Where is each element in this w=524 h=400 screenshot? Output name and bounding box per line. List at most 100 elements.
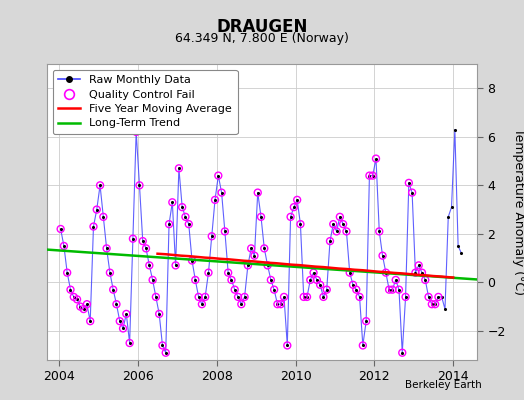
Point: [293, 197, 301, 203]
Point: [296, 221, 304, 227]
Point: [277, 301, 285, 307]
Point: [395, 286, 403, 293]
Point: [358, 342, 367, 349]
Point: [125, 340, 134, 346]
Point: [421, 277, 430, 283]
Point: [247, 245, 255, 252]
Point: [362, 318, 370, 324]
Point: [63, 270, 71, 276]
Point: [414, 262, 423, 268]
Point: [339, 221, 347, 227]
Point: [296, 221, 304, 227]
Point: [332, 228, 341, 235]
Point: [224, 270, 232, 276]
Point: [418, 270, 426, 276]
Point: [132, 129, 140, 135]
Point: [73, 296, 81, 302]
Point: [264, 262, 272, 268]
Point: [234, 294, 242, 300]
Point: [171, 262, 180, 268]
Point: [326, 238, 334, 244]
Point: [60, 243, 68, 249]
Point: [102, 245, 111, 252]
Point: [198, 301, 206, 307]
Point: [372, 156, 380, 162]
Point: [428, 301, 436, 307]
Point: [145, 262, 154, 268]
Point: [191, 277, 200, 283]
Point: [174, 165, 183, 172]
Point: [217, 189, 226, 196]
Point: [83, 301, 91, 307]
Point: [93, 206, 101, 213]
Point: [405, 180, 413, 186]
Point: [99, 214, 107, 220]
Point: [290, 204, 298, 210]
Point: [388, 286, 397, 293]
Point: [264, 262, 272, 268]
Point: [227, 277, 236, 283]
Point: [151, 294, 160, 300]
Point: [303, 294, 311, 300]
Point: [194, 294, 203, 300]
Point: [441, 306, 449, 312]
Point: [234, 294, 242, 300]
Point: [378, 252, 387, 259]
Point: [280, 294, 288, 300]
Point: [70, 294, 78, 300]
Point: [93, 206, 101, 213]
Point: [70, 294, 78, 300]
Point: [63, 270, 71, 276]
Point: [257, 214, 265, 220]
Point: [424, 294, 433, 300]
Point: [332, 228, 341, 235]
Point: [254, 189, 262, 196]
Point: [227, 277, 236, 283]
Point: [362, 318, 370, 324]
Point: [434, 294, 443, 300]
Point: [109, 286, 117, 293]
Point: [434, 294, 443, 300]
Point: [273, 301, 281, 307]
Point: [214, 172, 223, 179]
Point: [270, 286, 278, 293]
Point: [158, 342, 167, 349]
Point: [277, 301, 285, 307]
Point: [336, 214, 344, 220]
Point: [273, 301, 281, 307]
Text: Berkeley Earth: Berkeley Earth: [406, 380, 482, 390]
Point: [80, 306, 88, 312]
Point: [181, 214, 190, 220]
Point: [257, 214, 265, 220]
Point: [171, 262, 180, 268]
Point: [411, 270, 420, 276]
Point: [385, 286, 394, 293]
Point: [349, 282, 357, 288]
Point: [316, 282, 324, 288]
Point: [372, 156, 380, 162]
Point: [151, 294, 160, 300]
Point: [145, 262, 154, 268]
Point: [138, 238, 147, 244]
Point: [112, 301, 121, 307]
Point: [237, 301, 246, 307]
Point: [138, 238, 147, 244]
Point: [309, 270, 318, 276]
Point: [385, 286, 394, 293]
Point: [125, 340, 134, 346]
Point: [398, 350, 407, 356]
Point: [414, 262, 423, 268]
Point: [109, 286, 117, 293]
Point: [135, 182, 144, 188]
Point: [309, 270, 318, 276]
Point: [57, 226, 65, 232]
Point: [336, 214, 344, 220]
Point: [106, 270, 114, 276]
Point: [270, 286, 278, 293]
Point: [188, 257, 196, 264]
Point: [358, 342, 367, 349]
Point: [178, 204, 187, 210]
Point: [161, 350, 170, 356]
Point: [401, 294, 410, 300]
Point: [250, 252, 259, 259]
